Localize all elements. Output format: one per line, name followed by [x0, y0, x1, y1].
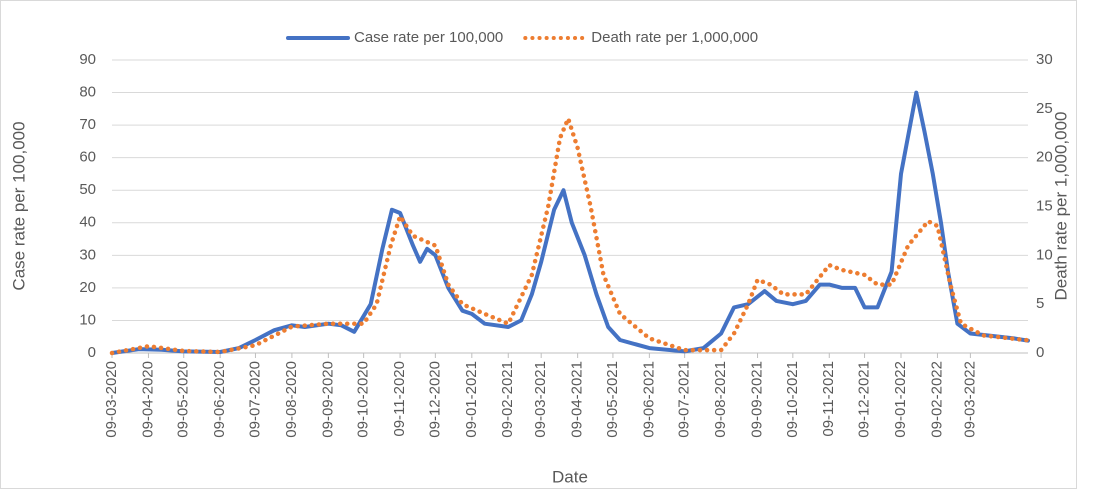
y-tick-label: 40 [79, 214, 96, 231]
x-tick-label: 09-12-2020 [426, 361, 443, 438]
x-tick-label: 09-03-2021 [532, 361, 549, 438]
x-tick-label: 09-11-2020 [391, 361, 408, 437]
x-tick-label: 09-10-2021 [784, 361, 801, 438]
x-tick-label: 09-01-2021 [463, 361, 480, 438]
y-tick-label: 10 [79, 311, 96, 328]
x-tick-label: 09-03-2020 [103, 361, 120, 438]
y2-axis-title: Death rate per 1,000,000 [1051, 111, 1070, 300]
y2-tick-label: 5 [1036, 295, 1044, 312]
x-tick-label: 09-01-2022 [892, 361, 909, 438]
legend-label: Death rate per 1,000,000 [591, 29, 758, 46]
y-tick-label: 90 [79, 51, 96, 68]
x-tick-label: 09-06-2021 [640, 361, 657, 438]
y-axis-title: Case rate per 100,000 [9, 121, 28, 290]
x-axis-title: Date [552, 467, 588, 486]
y-tick-label: 80 [79, 84, 96, 101]
y-tick-label: 30 [79, 246, 96, 263]
x-tick-label: 09-12-2021 [856, 361, 873, 438]
y-tick-label: 70 [79, 116, 96, 133]
y2-tick-label: 0 [1036, 344, 1044, 361]
y2-tick-label: 30 [1036, 51, 1053, 68]
x-tick-label: 09-06-2020 [211, 361, 228, 438]
x-tick-label: 09-04-2020 [139, 361, 156, 438]
x-tick-label: 09-03-2022 [961, 361, 978, 438]
x-tick-label: 09-10-2020 [355, 361, 372, 438]
x-tick-label: 09-08-2021 [712, 361, 729, 438]
y-tick-label: 50 [79, 181, 96, 198]
y2-tick-label: 10 [1036, 246, 1053, 263]
x-tick-label: 09-07-2021 [676, 361, 693, 438]
series-line [109, 116, 1031, 356]
y2-tick-label: 20 [1036, 149, 1053, 166]
x-tick-label: 09-09-2021 [749, 361, 766, 438]
x-tick-label: 09-02-2021 [499, 361, 516, 438]
x-tick-label: 09-04-2021 [569, 361, 586, 438]
x-tick-label: 09-09-2020 [319, 361, 336, 438]
x-tick-label: 09-11-2021 [820, 361, 837, 437]
x-tick-label: 09-02-2022 [928, 361, 945, 438]
y2-tick-label: 25 [1036, 100, 1053, 117]
y-tick-label: 0 [88, 344, 96, 361]
legend-label: Case rate per 100,000 [354, 29, 503, 46]
y-tick-label: 60 [79, 149, 96, 166]
x-tick-label: 09-07-2020 [246, 361, 263, 438]
x-tick-label: 09-05-2021 [604, 361, 621, 438]
x-tick-label: 09-08-2020 [283, 361, 300, 438]
y-tick-label: 20 [79, 279, 96, 296]
y2-tick-label: 15 [1036, 197, 1053, 214]
x-tick-label: 09-05-2020 [175, 361, 192, 438]
